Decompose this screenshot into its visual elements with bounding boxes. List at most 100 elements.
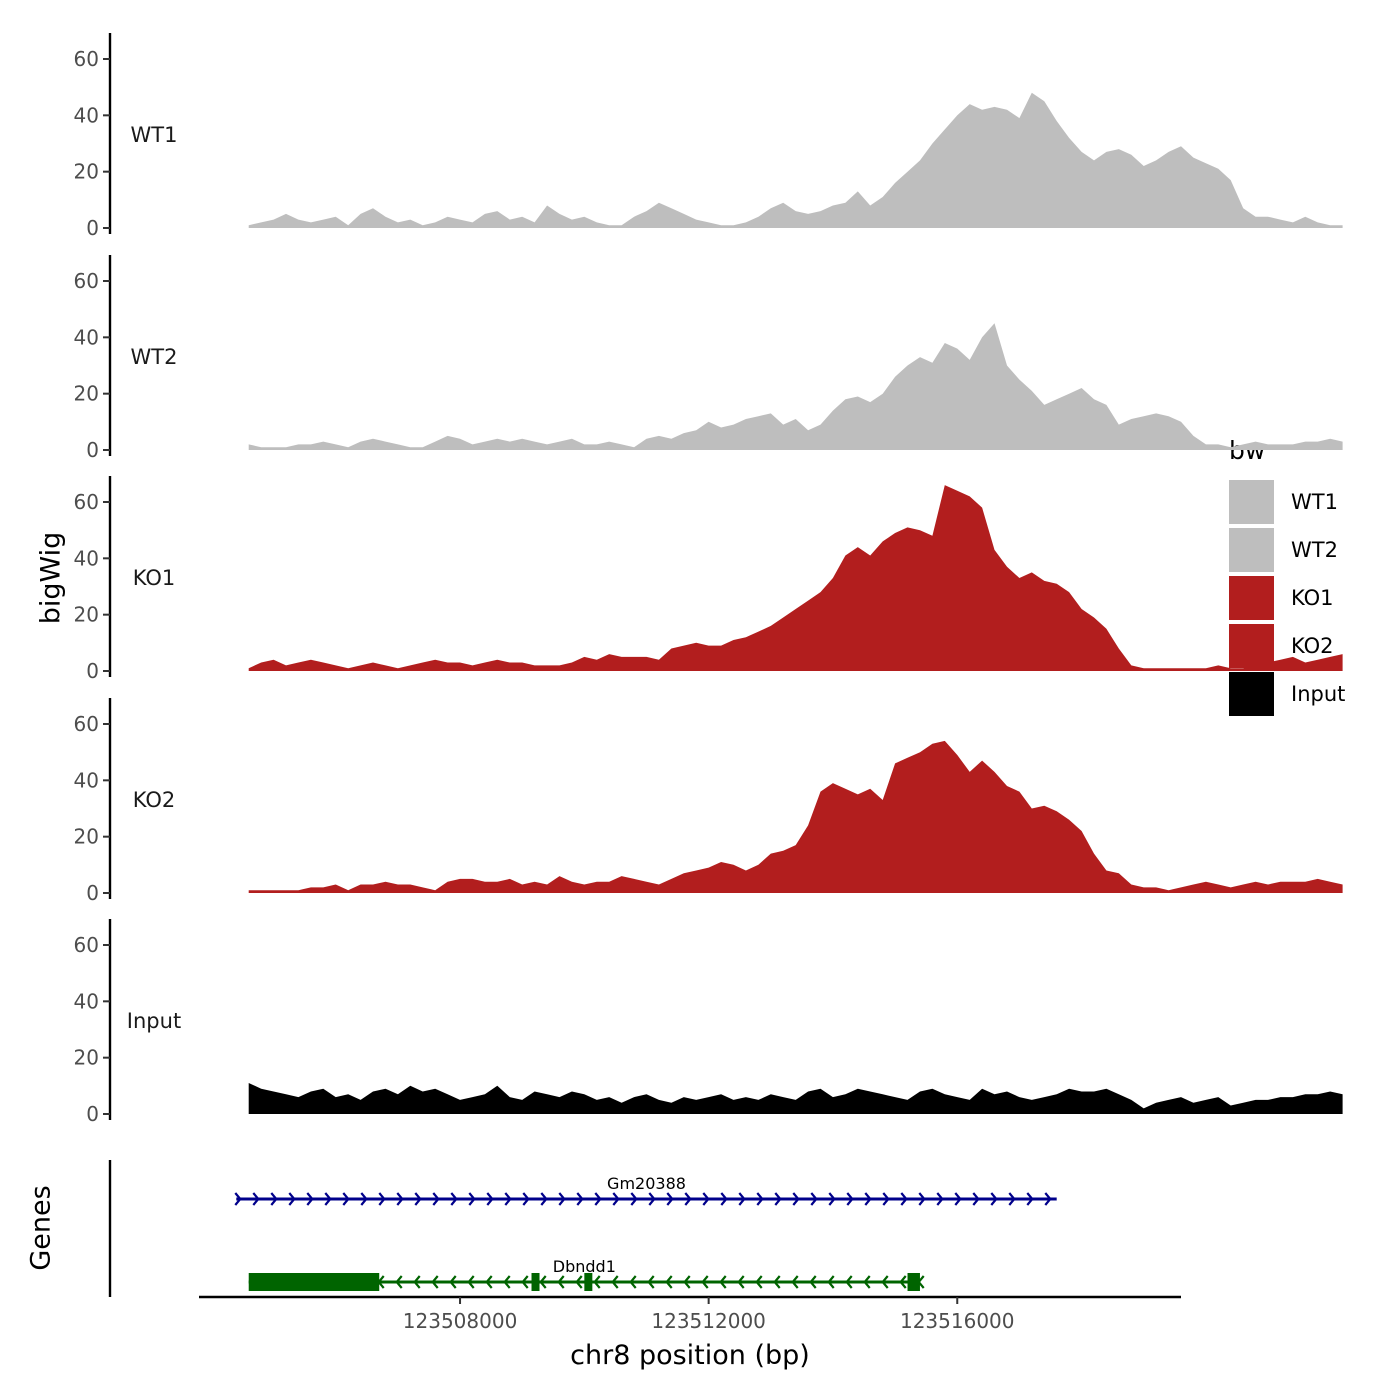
strand-arrow [485, 1275, 493, 1289]
coverage-area-wt1 [248, 92, 1343, 228]
strand-arrow [810, 1192, 818, 1206]
strand-arrow [792, 1192, 800, 1206]
strand-arrow [413, 1275, 421, 1289]
legend-item-ko1: KO1 [1229, 576, 1334, 620]
strand-arrow [594, 1192, 602, 1206]
strand-arrow [809, 1275, 817, 1289]
strand-arrow [720, 1192, 728, 1206]
track-label-ko2: KO2 [133, 788, 176, 812]
gene-exon [531, 1273, 540, 1291]
x-axis: 123508000 123512000 123516000 [199, 1295, 1181, 1333]
gene-dbndd1: Dbndd1 [248, 1257, 925, 1291]
strand-arrow [701, 1275, 709, 1289]
strand-arrow [846, 1192, 854, 1206]
strand-arrow [683, 1275, 691, 1289]
y-tick-label: 40 [74, 768, 99, 792]
strand-arrow [828, 1192, 836, 1206]
strand-arrow [1026, 1192, 1034, 1206]
strand-arrow [486, 1192, 494, 1206]
strand-arrow [863, 1275, 871, 1289]
coverage-area-input [248, 1083, 1343, 1114]
strand-arrow [612, 1192, 620, 1206]
track-ko2: 0 20 40 60 KO2 [74, 698, 1343, 905]
strand-arrow [522, 1192, 530, 1206]
strand-arrow [773, 1275, 781, 1289]
strand-arrow [647, 1275, 655, 1289]
strand-arrow [738, 1192, 746, 1206]
y-tick-label: 40 [74, 103, 99, 127]
strand-arrow [432, 1192, 440, 1206]
strand-arrow [395, 1275, 403, 1289]
strand-arrow [288, 1192, 296, 1206]
strand-arrow [342, 1192, 350, 1206]
y-tick-label: 40 [74, 989, 99, 1013]
y-tick-label: 60 [74, 269, 99, 293]
x-tick-label: 123512000 [651, 1309, 766, 1333]
strand-arrow [431, 1275, 439, 1289]
legend: WT1 WT2 KO1 KO2 Input [1229, 480, 1345, 716]
y-tick-label: 60 [74, 712, 99, 736]
track-label-wt1: WT1 [131, 123, 178, 147]
strand-arrow [593, 1275, 601, 1289]
gene-label-gm20388: Gm20388 [607, 1174, 686, 1193]
strand-arrow [414, 1192, 422, 1206]
legend-label: KO2 [1291, 634, 1334, 658]
strand-arrow [504, 1192, 512, 1206]
x-tick-label: 123508000 [403, 1309, 518, 1333]
gene-exon [248, 1273, 380, 1291]
strand-arrow [629, 1275, 637, 1289]
strand-arrow [324, 1192, 332, 1206]
legend-item-wt2: WT2 [1229, 528, 1338, 572]
y-tick-label: 0 [86, 881, 99, 905]
coverage-area-ko2 [248, 740, 1343, 893]
bigwig-tracks: 0 20 40 60 WT1 0 20 40 60 WT2 0 20 40 60 KO1 0 20 40 60 KO2… [74, 33, 1343, 1126]
strand-arrow [845, 1275, 853, 1289]
strand-arrow [576, 1192, 584, 1206]
strand-arrow [791, 1275, 799, 1289]
strand-arrow [467, 1275, 475, 1289]
strand-arrow [936, 1192, 944, 1206]
strand-arrow [756, 1192, 764, 1206]
y-tick-label: 40 [74, 325, 99, 349]
track-label-wt2: WT2 [131, 345, 178, 369]
genes-axis-title: Genes [26, 1185, 57, 1270]
strand-arrow [648, 1192, 656, 1206]
track-wt1: 0 20 40 60 WT1 [74, 33, 1343, 240]
strand-arrow [755, 1275, 763, 1289]
y-tick-label: 0 [86, 438, 99, 462]
x-tick-label: 123516000 [900, 1309, 1015, 1333]
legend-swatch [1229, 672, 1274, 716]
x-axis-title: chr8 position (bp) [570, 1340, 810, 1371]
strand-arrow [234, 1192, 242, 1206]
track-wt2: 0 20 40 60 WT2 [74, 255, 1343, 462]
track-label-ko1: KO1 [133, 566, 176, 590]
gene-annotation-track: Gm20388 Dbndd1 [108, 1160, 1057, 1297]
strand-arrow [882, 1192, 890, 1206]
strand-arrow [557, 1275, 565, 1289]
strand-arrow [468, 1192, 476, 1206]
legend-label: WT2 [1291, 538, 1338, 562]
strand-arrow [575, 1275, 583, 1289]
strand-arrow [521, 1275, 529, 1289]
legend-swatch [1229, 624, 1274, 668]
strand-arrow [360, 1192, 368, 1206]
legend-item-ko2: KO2 [1229, 624, 1334, 668]
gene-label-dbndd1: Dbndd1 [553, 1257, 616, 1276]
track-input: 0 20 40 60 Input [74, 919, 1343, 1126]
legend-label: KO1 [1291, 586, 1334, 610]
legend-label: Input [1291, 682, 1345, 706]
strand-arrow [972, 1192, 980, 1206]
legend-swatch [1229, 480, 1274, 524]
y-tick-label: 0 [86, 1102, 99, 1126]
gene-exon [584, 1273, 593, 1291]
strand-arrow [702, 1192, 710, 1206]
strand-arrow [990, 1192, 998, 1206]
legend-title: bw [1229, 436, 1265, 465]
gene-gm20388: Gm20388 [234, 1174, 1057, 1206]
strand-arrow [719, 1275, 727, 1289]
strand-arrow [630, 1192, 638, 1206]
y-tick-label: 40 [74, 546, 99, 570]
y-tick-label: 0 [86, 659, 99, 683]
strand-arrow [378, 1192, 386, 1206]
